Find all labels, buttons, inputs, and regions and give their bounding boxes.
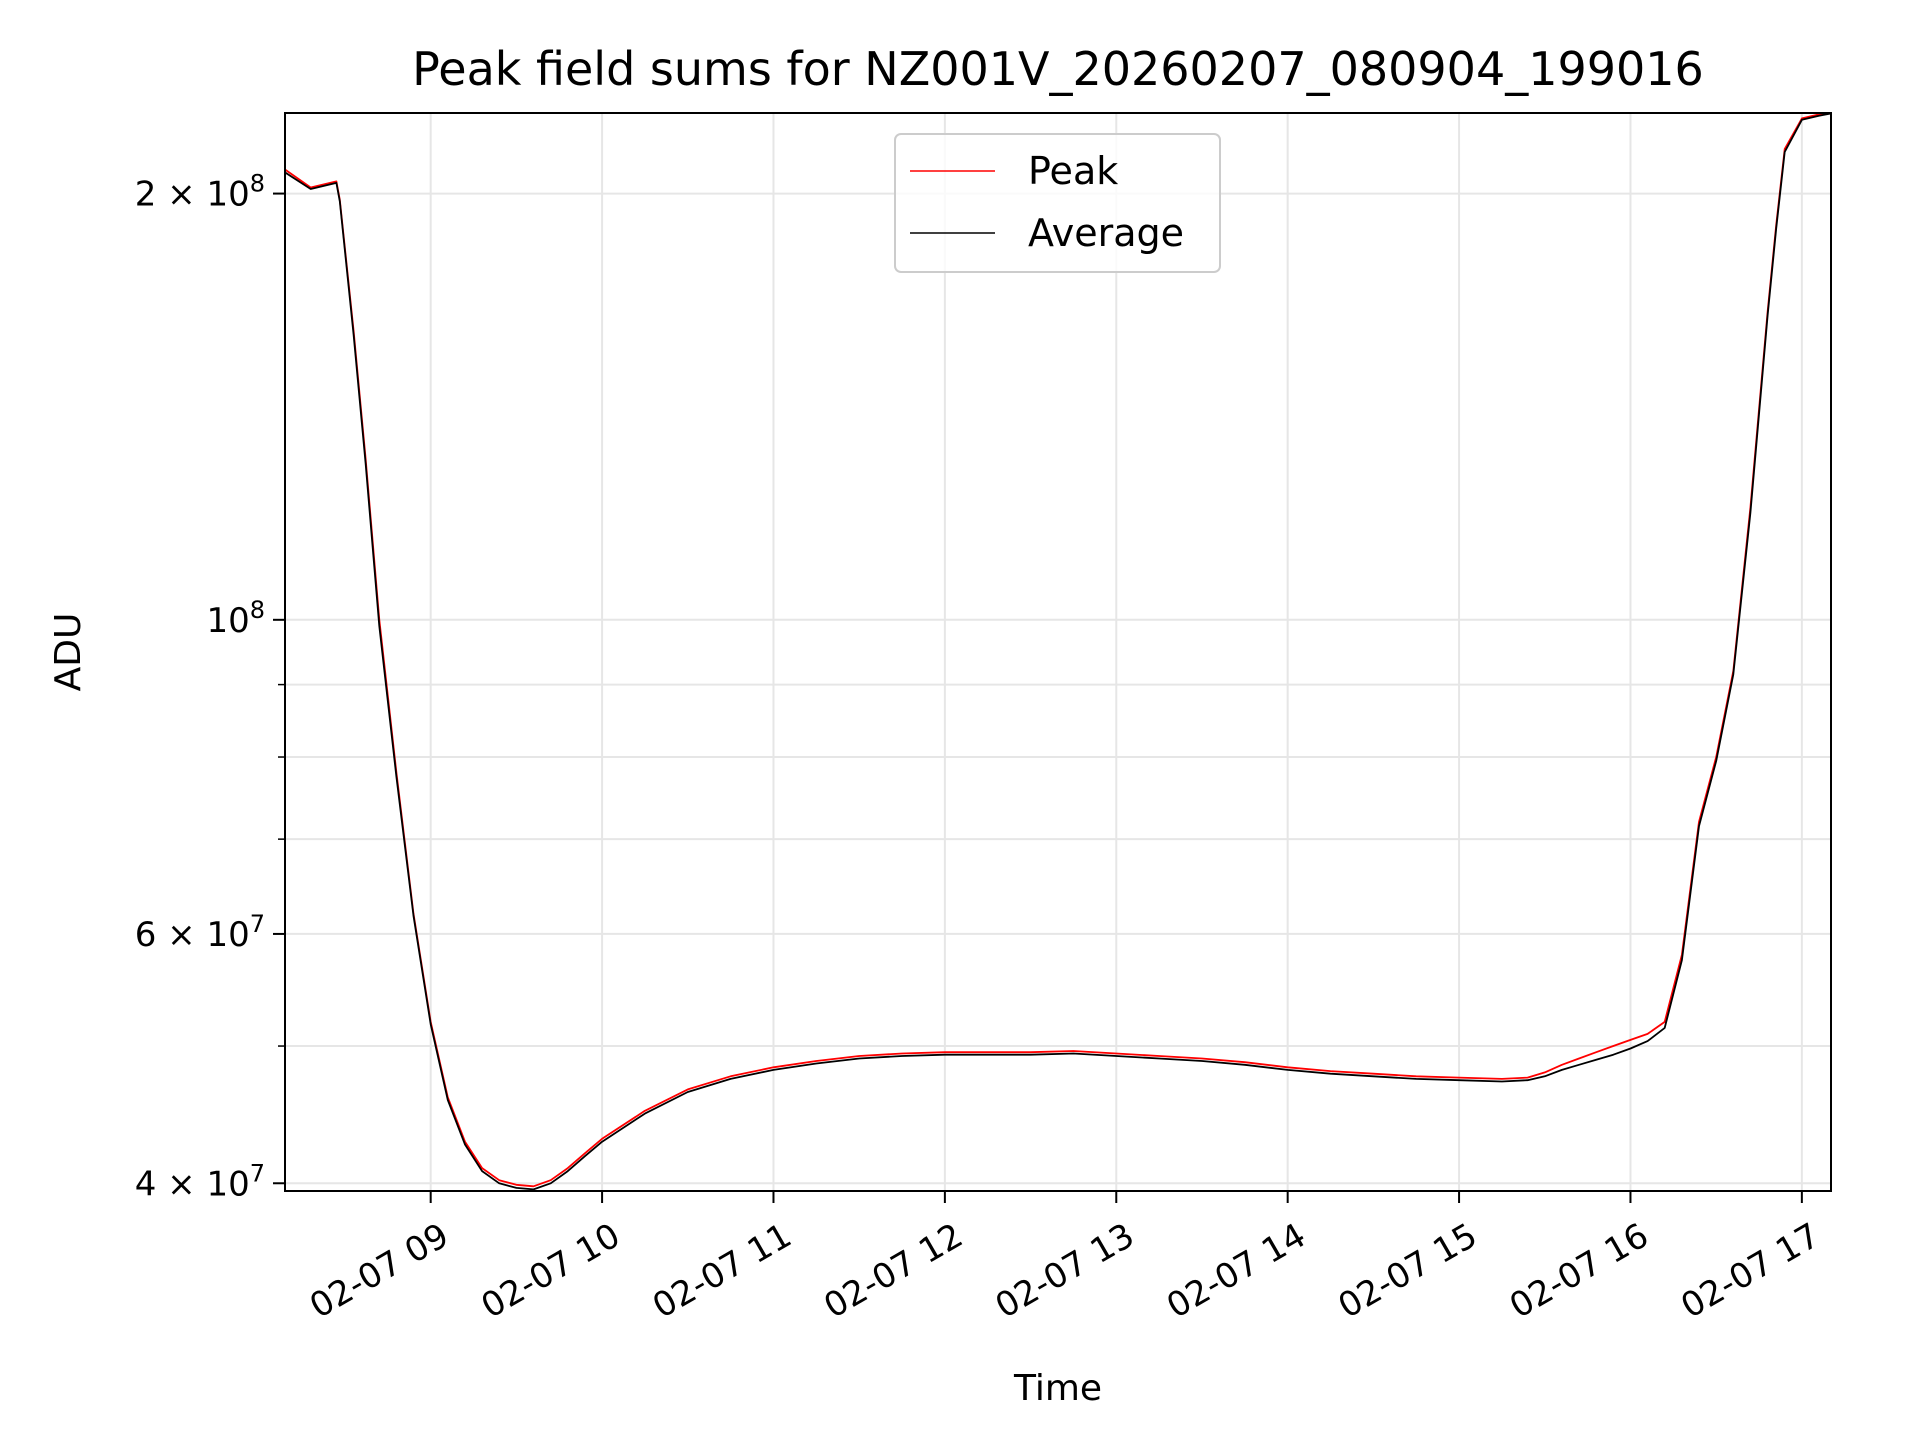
plot-frame: [284, 112, 1832, 1192]
legend: Peak Average: [894, 133, 1221, 273]
chart-title: Peak field sums for NZ001V_20260207_0809…: [412, 42, 1704, 96]
y-tick-label: 108: [206, 596, 265, 641]
y-tick-label: 4 × 107: [135, 1159, 265, 1204]
y-tick-label: 2 × 108: [135, 170, 265, 215]
series-line-average: [285, 113, 1831, 1191]
legend-box: [894, 133, 1221, 273]
legend-label-average: Average: [1028, 211, 1184, 255]
y-axis: 2 × 108 108 6 × 107 4 × 107: [135, 170, 285, 1204]
legend-label-peak: Peak: [1028, 149, 1118, 193]
x-axis-title: Time: [1013, 1368, 1102, 1409]
plot-series: [285, 113, 1831, 1191]
y-tick-label: 6 × 107: [135, 910, 265, 955]
y-axis-title: ADU: [48, 613, 89, 692]
